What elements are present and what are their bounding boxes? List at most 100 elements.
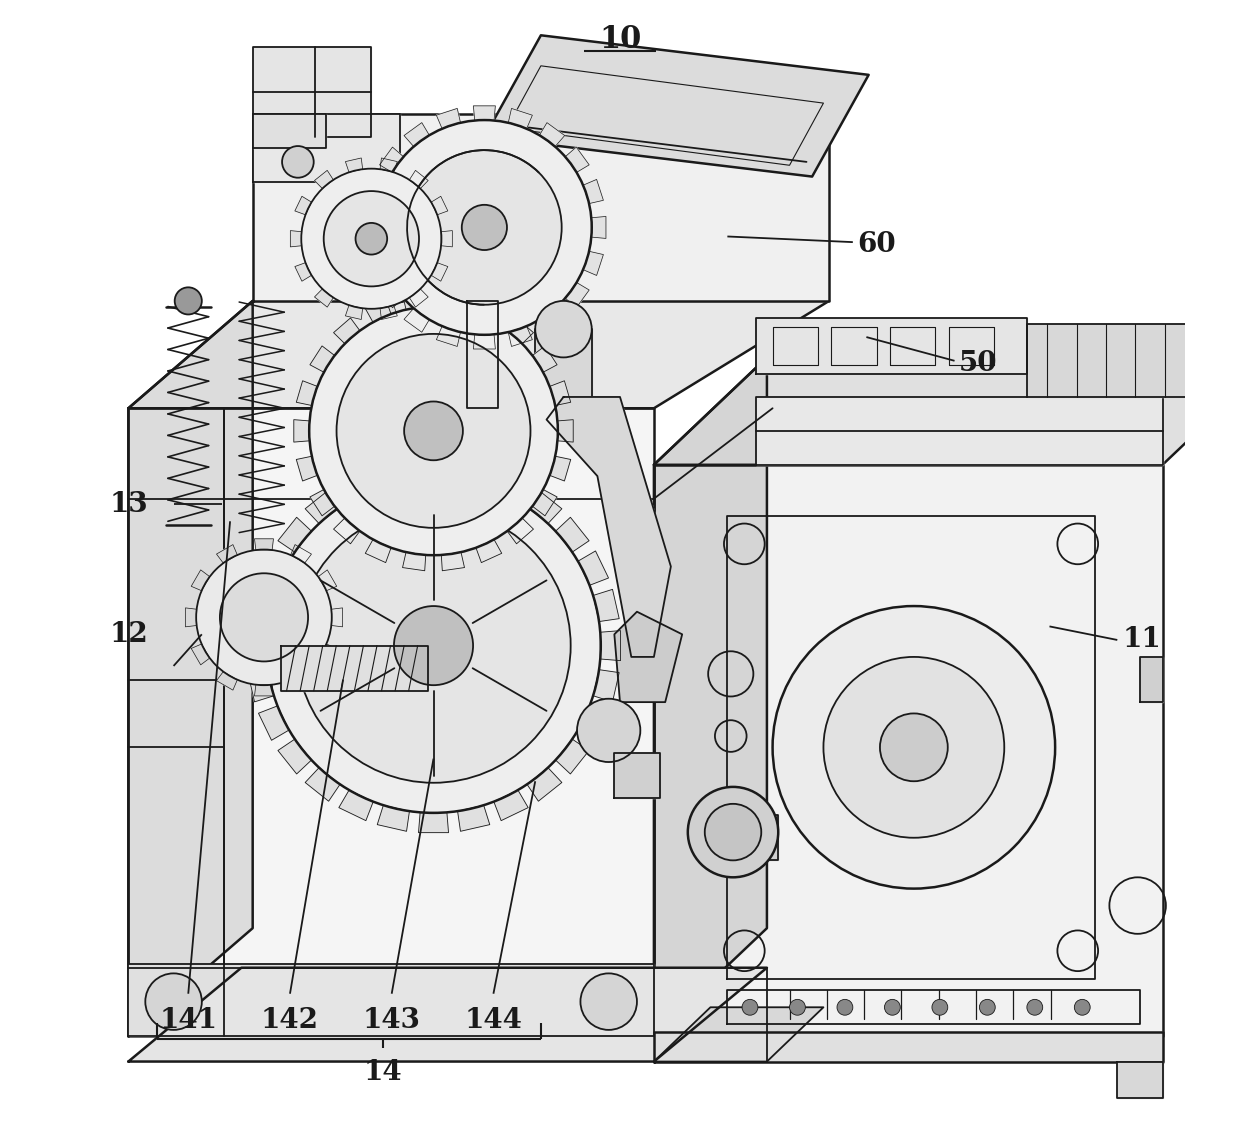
Text: 12: 12 xyxy=(109,621,148,648)
Polygon shape xyxy=(290,231,301,247)
Polygon shape xyxy=(129,968,766,1062)
Polygon shape xyxy=(419,812,449,833)
Polygon shape xyxy=(281,646,428,691)
Polygon shape xyxy=(565,282,589,308)
Polygon shape xyxy=(248,589,274,622)
Polygon shape xyxy=(331,608,342,627)
Polygon shape xyxy=(494,790,528,820)
Polygon shape xyxy=(476,299,502,322)
Polygon shape xyxy=(653,1007,823,1062)
Polygon shape xyxy=(310,489,335,516)
Polygon shape xyxy=(467,301,498,408)
Polygon shape xyxy=(296,381,317,406)
Polygon shape xyxy=(539,308,564,332)
Polygon shape xyxy=(253,114,399,182)
Circle shape xyxy=(394,606,474,685)
Polygon shape xyxy=(254,539,274,550)
Polygon shape xyxy=(247,631,267,661)
Polygon shape xyxy=(1117,1062,1163,1098)
Polygon shape xyxy=(296,457,317,482)
Polygon shape xyxy=(253,114,326,148)
Text: 60: 60 xyxy=(857,231,897,258)
Polygon shape xyxy=(558,419,573,442)
Circle shape xyxy=(823,657,1004,837)
Circle shape xyxy=(580,973,637,1030)
Polygon shape xyxy=(290,672,311,690)
Polygon shape xyxy=(248,670,274,701)
Polygon shape xyxy=(339,470,373,501)
Polygon shape xyxy=(409,170,428,188)
Polygon shape xyxy=(379,157,397,172)
Polygon shape xyxy=(458,806,490,832)
Circle shape xyxy=(309,307,558,555)
Polygon shape xyxy=(253,46,371,137)
Polygon shape xyxy=(578,706,609,740)
Polygon shape xyxy=(593,589,619,622)
Polygon shape xyxy=(527,768,562,801)
Polygon shape xyxy=(366,252,386,275)
Text: 50: 50 xyxy=(959,350,997,376)
Circle shape xyxy=(356,223,387,255)
Circle shape xyxy=(577,699,640,763)
Circle shape xyxy=(880,714,947,782)
Text: 11: 11 xyxy=(1123,627,1162,654)
Circle shape xyxy=(296,509,570,783)
Polygon shape xyxy=(532,489,557,516)
Polygon shape xyxy=(278,739,311,774)
Polygon shape xyxy=(294,419,310,442)
Polygon shape xyxy=(653,1032,1163,1062)
Polygon shape xyxy=(583,252,604,275)
Polygon shape xyxy=(653,357,766,1036)
Polygon shape xyxy=(539,122,564,146)
Polygon shape xyxy=(614,753,660,798)
Circle shape xyxy=(267,478,601,812)
Polygon shape xyxy=(315,170,334,188)
Circle shape xyxy=(404,401,463,460)
Polygon shape xyxy=(258,706,289,740)
Polygon shape xyxy=(474,105,495,120)
Circle shape xyxy=(461,205,507,250)
Polygon shape xyxy=(556,739,589,774)
Circle shape xyxy=(281,146,314,178)
Polygon shape xyxy=(258,551,289,586)
Polygon shape xyxy=(254,684,274,696)
Polygon shape xyxy=(494,470,528,501)
Circle shape xyxy=(175,288,202,315)
Circle shape xyxy=(1027,999,1043,1015)
Polygon shape xyxy=(129,408,653,1036)
Polygon shape xyxy=(458,460,490,486)
Polygon shape xyxy=(363,216,377,238)
Circle shape xyxy=(704,803,761,860)
Circle shape xyxy=(336,334,531,528)
Polygon shape xyxy=(217,545,237,563)
Polygon shape xyxy=(653,357,1240,465)
Polygon shape xyxy=(409,289,428,307)
Polygon shape xyxy=(319,570,337,590)
Polygon shape xyxy=(305,768,340,801)
Circle shape xyxy=(980,999,996,1015)
Polygon shape xyxy=(295,196,311,215)
Text: 141: 141 xyxy=(159,1007,217,1034)
Circle shape xyxy=(377,120,591,335)
Polygon shape xyxy=(334,318,360,343)
Polygon shape xyxy=(485,35,869,177)
Text: 143: 143 xyxy=(363,1007,420,1034)
Polygon shape xyxy=(436,326,460,347)
Polygon shape xyxy=(527,491,562,523)
Polygon shape xyxy=(547,397,671,657)
Polygon shape xyxy=(404,308,429,332)
Polygon shape xyxy=(129,301,830,408)
Circle shape xyxy=(837,999,853,1015)
Circle shape xyxy=(688,787,779,877)
Polygon shape xyxy=(565,147,589,172)
Polygon shape xyxy=(474,334,495,349)
Polygon shape xyxy=(653,465,1163,1036)
Polygon shape xyxy=(217,672,237,690)
Polygon shape xyxy=(508,109,532,129)
Polygon shape xyxy=(507,518,533,544)
Polygon shape xyxy=(379,305,397,320)
Circle shape xyxy=(790,999,805,1015)
Circle shape xyxy=(884,999,900,1015)
Polygon shape xyxy=(315,289,334,307)
Circle shape xyxy=(742,999,758,1015)
